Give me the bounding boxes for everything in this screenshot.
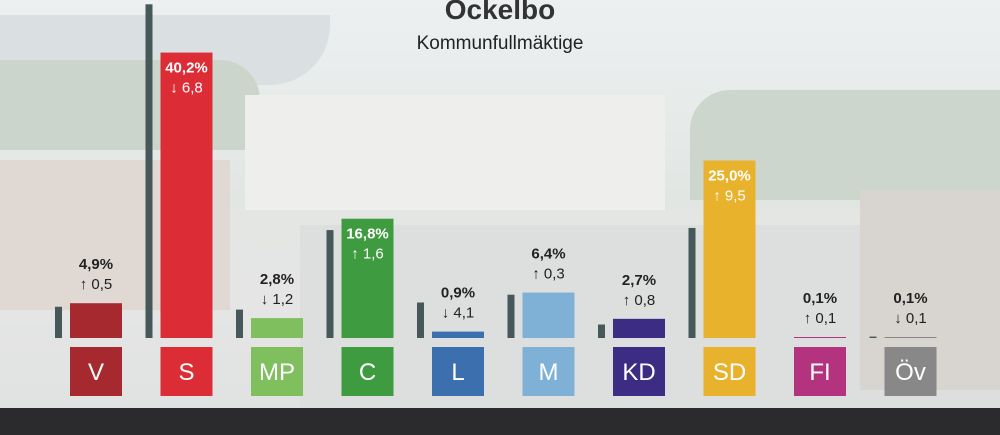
previous-result-bar xyxy=(869,336,877,338)
party-tile xyxy=(613,347,665,396)
bottom-strip xyxy=(0,408,1000,435)
result-bar xyxy=(341,218,394,338)
value-label: 0,1% xyxy=(893,290,927,307)
party-label: S xyxy=(178,359,194,386)
previous-result-bar xyxy=(326,230,334,338)
party-tile xyxy=(70,347,122,396)
change-label: ↑ 0,1 xyxy=(804,310,837,327)
party-tile xyxy=(341,347,394,396)
change-label: ↑ 9,5 xyxy=(713,188,746,205)
party-tile xyxy=(884,347,937,396)
value-label: 0,9% xyxy=(441,285,475,302)
change-label: ↑ 0,5 xyxy=(80,276,113,293)
result-bar xyxy=(70,303,122,338)
change-label: ↑ 1,6 xyxy=(351,246,384,263)
value-label: 4,9% xyxy=(79,256,113,273)
previous-result-bar xyxy=(55,306,62,338)
previous-result-bar xyxy=(417,302,424,338)
result-bar xyxy=(613,318,665,338)
change-label: ↓ 1,2 xyxy=(261,291,294,308)
previous-result-bar xyxy=(598,324,605,338)
party-tile xyxy=(160,347,213,396)
value-label: 2,8% xyxy=(260,271,294,288)
value-label: 0,1% xyxy=(803,290,837,307)
party-label: L xyxy=(451,359,464,386)
party-tile xyxy=(432,347,484,396)
previous-result-bar xyxy=(236,309,243,338)
value-label: 16,8% xyxy=(346,226,389,243)
chart-subtitle: Kommunfullmäktige xyxy=(416,33,584,54)
change-label: ↓ 4,1 xyxy=(442,305,475,322)
party-label: KD xyxy=(622,359,655,386)
party-label: M xyxy=(539,359,559,386)
party-tile xyxy=(794,347,846,396)
result-bar xyxy=(794,337,846,338)
change-label: ↓ 0,1 xyxy=(894,310,927,327)
value-label: 25,0% xyxy=(708,168,751,185)
party-tile xyxy=(522,347,575,396)
chart-title: Ockelbo xyxy=(444,0,556,25)
previous-result-bar xyxy=(688,227,696,338)
previous-result-bar xyxy=(507,294,515,338)
party-label: V xyxy=(88,359,104,386)
change-label: ↓ 6,8 xyxy=(170,80,203,97)
result-bar xyxy=(884,337,937,338)
change-label: ↑ 0,3 xyxy=(532,266,565,283)
value-label: 40,2% xyxy=(165,60,208,77)
party-label: MP xyxy=(259,359,295,386)
result-bar xyxy=(522,292,575,338)
party-label: SD xyxy=(713,359,746,386)
party-tile xyxy=(251,347,303,396)
party-label: FI xyxy=(809,359,830,386)
party-tile xyxy=(703,347,756,396)
result-bar xyxy=(432,331,484,338)
value-label: 6,4% xyxy=(531,246,565,263)
result-bar xyxy=(703,160,756,338)
result-bar xyxy=(160,52,213,339)
result-bar xyxy=(251,318,303,338)
change-label: ↑ 0,8 xyxy=(623,292,656,309)
party-label: C xyxy=(359,359,376,386)
value-label: 2,7% xyxy=(622,272,656,289)
party-label: Öv xyxy=(895,359,926,386)
previous-result-bar xyxy=(145,4,153,339)
